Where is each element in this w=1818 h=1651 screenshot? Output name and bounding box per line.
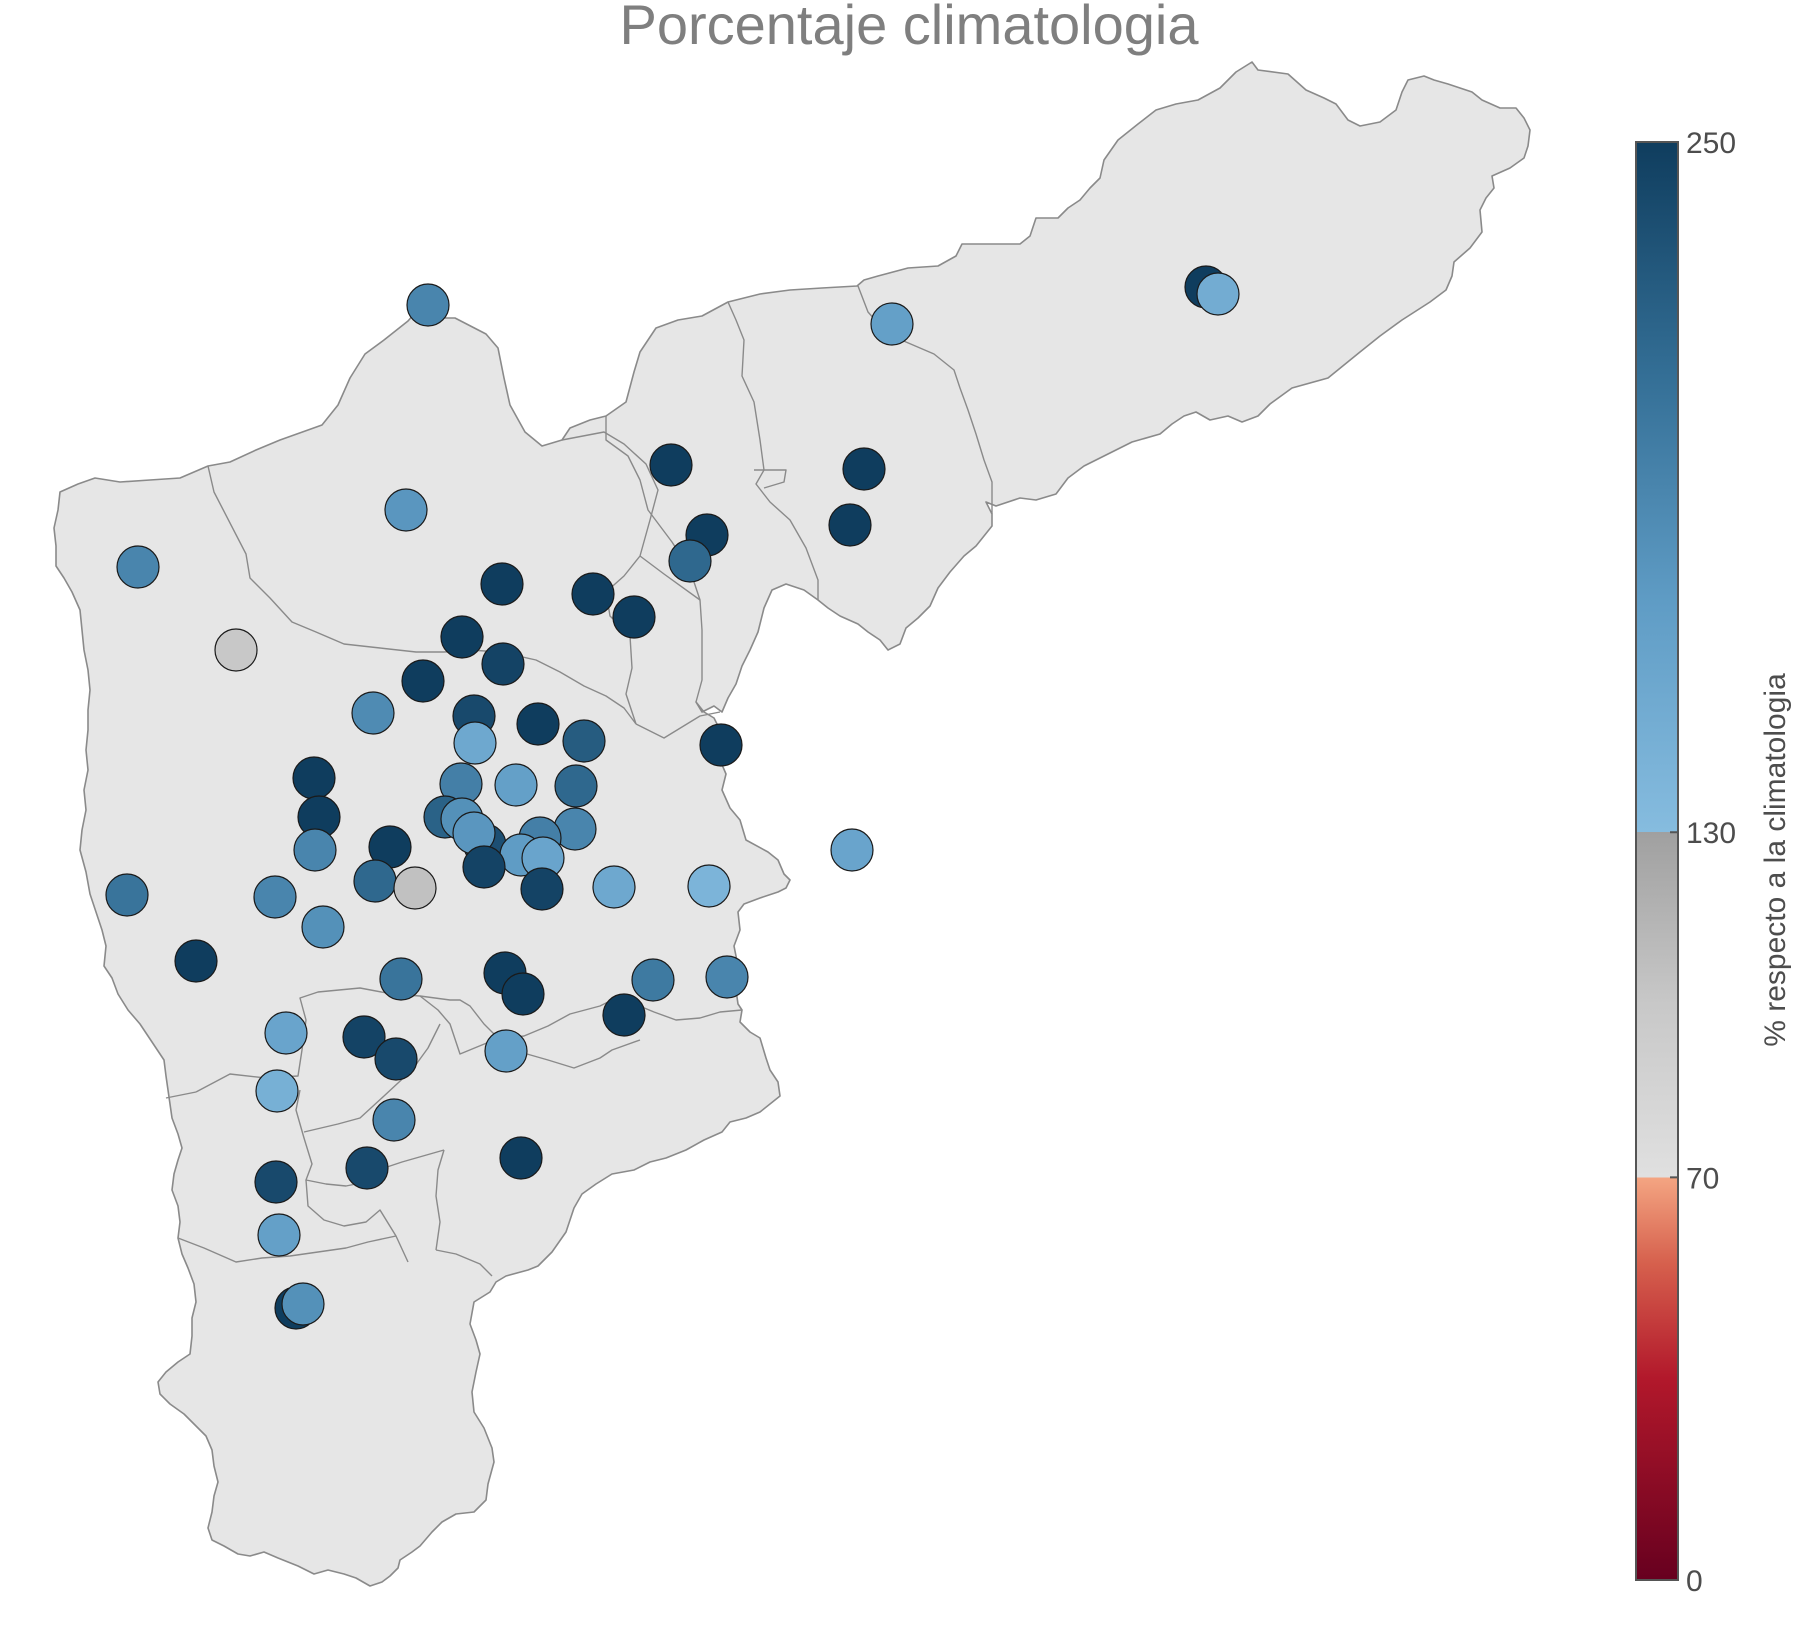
station-marker xyxy=(293,828,337,872)
station-marker xyxy=(105,873,149,917)
station-marker xyxy=(353,859,397,903)
station-marker xyxy=(384,488,428,532)
station-marker xyxy=(631,958,675,1002)
station-marker xyxy=(830,828,874,872)
station-marker xyxy=(828,503,872,547)
region-border xyxy=(305,1179,409,1263)
colorbar-tick-label: 0 xyxy=(1686,1565,1703,1598)
colorbar-legend: 0 70 130 250 % respecto a la climatologia xyxy=(1635,127,1792,1598)
region-shape xyxy=(53,61,1531,1587)
station-marker xyxy=(174,939,218,983)
station-marker xyxy=(374,1037,418,1081)
station-marker xyxy=(401,659,445,703)
station-marker xyxy=(612,595,656,639)
colorbar-title: % respecto a la climatologia xyxy=(1759,673,1792,1047)
region-border xyxy=(561,431,659,725)
station-marker xyxy=(351,691,395,735)
region-borders xyxy=(165,285,993,1277)
colorbar-ticks: 0 70 130 250 xyxy=(1670,127,1736,1598)
station-marker xyxy=(214,628,258,672)
station-marker xyxy=(520,867,564,911)
station-marker xyxy=(699,723,743,767)
station-marker xyxy=(440,615,484,659)
region-layer xyxy=(53,61,1531,1587)
station-marker xyxy=(842,447,886,491)
station-marker xyxy=(668,539,712,583)
station-marker xyxy=(870,302,914,346)
station-marker xyxy=(571,572,615,616)
station-marker xyxy=(379,957,423,1001)
station-marker xyxy=(453,721,497,765)
station-marker xyxy=(342,1015,386,1059)
station-marker xyxy=(705,955,749,999)
colorbar-tick-label: 250 xyxy=(1686,127,1736,160)
station-marker xyxy=(481,642,525,686)
colorbar xyxy=(1635,141,1679,1581)
station-marker xyxy=(253,875,297,919)
station-marker xyxy=(345,1146,389,1190)
station-marker xyxy=(281,1282,325,1326)
region-border xyxy=(754,469,787,489)
station-marker xyxy=(602,993,646,1037)
station-marker xyxy=(406,283,450,327)
region-border xyxy=(635,711,721,739)
region-border xyxy=(639,555,701,601)
region-border xyxy=(303,1023,441,1133)
colorbar-tick-label: 130 xyxy=(1686,817,1736,850)
region-border xyxy=(435,1249,493,1277)
station-marker xyxy=(649,443,693,487)
region-border xyxy=(295,1089,445,1187)
region-border xyxy=(177,1235,397,1263)
station-marker xyxy=(254,1160,298,1204)
station-marker xyxy=(687,864,731,908)
station-marker xyxy=(480,562,524,606)
station-marker xyxy=(257,1213,301,1257)
station-marker xyxy=(264,1011,308,1055)
station-marker xyxy=(562,719,606,763)
station-marker xyxy=(462,845,506,889)
station-marker xyxy=(501,972,545,1016)
region-border xyxy=(165,1091,197,1099)
colorbar-tick-label: 70 xyxy=(1686,1162,1719,1195)
map-title: Porcentaje climatologia xyxy=(620,0,1200,56)
station-marker xyxy=(292,756,336,800)
station-marker xyxy=(393,866,437,910)
station-marker xyxy=(554,764,598,808)
station-layer xyxy=(105,265,1240,1330)
station-marker xyxy=(516,702,560,746)
station-marker xyxy=(494,763,538,807)
station-marker xyxy=(116,545,160,589)
station-marker xyxy=(499,1136,543,1180)
station-marker xyxy=(255,1069,299,1113)
region-border xyxy=(605,416,703,703)
station-marker xyxy=(301,905,345,949)
station-marker xyxy=(1196,272,1240,316)
station-marker xyxy=(592,865,636,909)
station-marker xyxy=(484,1029,528,1073)
station-marker xyxy=(372,1098,416,1142)
region-border xyxy=(207,465,637,725)
region-border xyxy=(435,1149,445,1251)
